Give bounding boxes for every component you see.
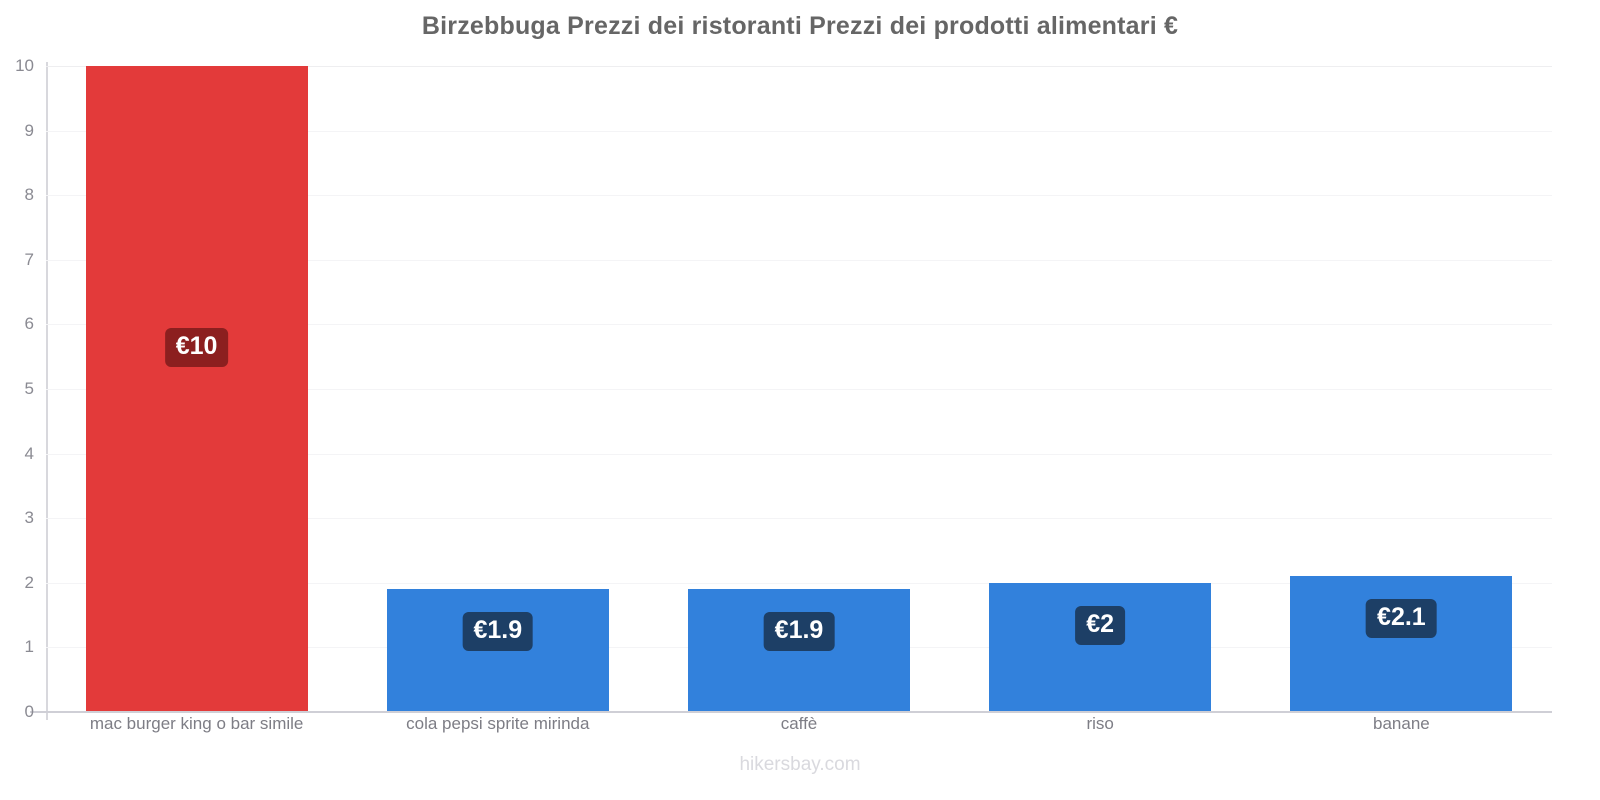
y-axis-tick-label: 3 bbox=[24, 508, 34, 528]
bar-value-label: €10 bbox=[164, 328, 229, 367]
bar-value-label: €1.9 bbox=[462, 612, 534, 652]
page-title: Birzebbuga Prezzi dei ristoranti Prezzi … bbox=[421, 12, 1179, 40]
gridline bbox=[46, 453, 1552, 455]
bar[interactable]: €10 bbox=[85, 66, 308, 712]
y-axis-tick-label: 1 bbox=[24, 637, 34, 657]
bar-value-label: €1.9 bbox=[763, 612, 835, 652]
x-axis-tick-label: cola pepsi sprite mirinda bbox=[406, 714, 590, 733]
bar-value-label: €2.1 bbox=[1366, 599, 1437, 639]
y-axis-tick-label: 2 bbox=[24, 572, 34, 592]
y-axis-tick-label: 5 bbox=[24, 379, 34, 398]
gridline bbox=[46, 582, 1552, 584]
y-axis-line bbox=[46, 62, 48, 720]
y-axis-tick-label: 6 bbox=[24, 314, 34, 334]
bar-value-label: €2 bbox=[1075, 605, 1126, 645]
bar[interactable]: €1.9 bbox=[386, 589, 609, 712]
x-axis-tick-label: banane bbox=[1373, 714, 1430, 733]
x-axis-tick-label: mac burger king o bar simile bbox=[89, 714, 304, 733]
gridline bbox=[46, 324, 1552, 326]
gridline bbox=[46, 130, 1552, 132]
y-axis-tick-label: 10 bbox=[15, 56, 34, 75]
bar[interactable]: €2 bbox=[989, 582, 1212, 712]
y-axis-tick-label: 4 bbox=[24, 443, 34, 463]
y-axis-tick-label: 7 bbox=[24, 249, 34, 269]
watermark-label: hikersbay.com bbox=[739, 754, 861, 775]
x-axis-tick-label: caffè bbox=[780, 714, 818, 733]
gridline bbox=[46, 259, 1552, 261]
x-axis-line bbox=[30, 711, 1552, 713]
y-axis-tick-label: 8 bbox=[24, 185, 34, 205]
gridline bbox=[46, 518, 1552, 520]
bar[interactable]: €2.1 bbox=[1290, 576, 1513, 712]
y-axis-tick-label: 9 bbox=[24, 120, 34, 140]
x-axis-tick-label: riso bbox=[1086, 714, 1114, 733]
gridline bbox=[46, 195, 1552, 197]
y-axis-tick-label: 0 bbox=[24, 702, 34, 721]
bar[interactable]: €1.9 bbox=[688, 589, 910, 712]
plot-area: €10 €1.9 €1.9 €2 €2.1 bbox=[46, 66, 1552, 712]
gridline bbox=[46, 66, 1552, 67]
gridline bbox=[46, 389, 1552, 390]
